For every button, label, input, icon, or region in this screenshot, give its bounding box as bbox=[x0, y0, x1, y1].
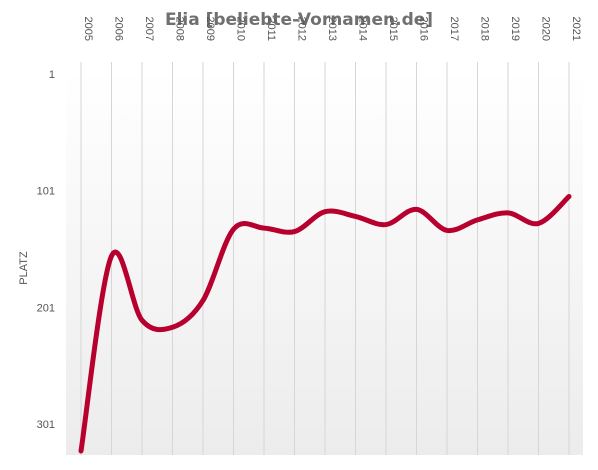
x-tick-label: 2016 bbox=[418, 17, 430, 41]
x-tick-label: 2006 bbox=[113, 17, 125, 41]
chart-title: Elia [beliebte-Vornamen.de] bbox=[165, 10, 433, 30]
y-axis-label: PLATZ bbox=[18, 251, 30, 285]
x-tick-label: 2020 bbox=[540, 17, 552, 41]
x-tick-label: 2013 bbox=[326, 17, 338, 41]
x-tick-label: 2021 bbox=[570, 17, 582, 41]
y-tick-label: 101 bbox=[37, 186, 55, 198]
x-tick-label: 2011 bbox=[265, 17, 277, 41]
x-tick-label: 2017 bbox=[448, 17, 460, 41]
x-tick-label: 2008 bbox=[174, 17, 186, 41]
x-tick-label: 2014 bbox=[357, 17, 369, 41]
y-tick-label: 1 bbox=[49, 69, 55, 81]
x-tick-label: 2009 bbox=[204, 17, 216, 41]
y-tick-labels: 1 101 201 301 bbox=[37, 69, 55, 431]
vertical-gridlines bbox=[80, 62, 570, 455]
x-tick-label: 2018 bbox=[479, 17, 491, 41]
x-tick-labels: 2005 2006 2007 2008 2009 2010 2011 2012 2013 2014… bbox=[82, 17, 582, 41]
x-tick-label: 2010 bbox=[235, 17, 247, 41]
series-layer bbox=[78, 194, 572, 454]
x-tick-label: 2019 bbox=[509, 17, 521, 41]
x-tick-label: 2012 bbox=[296, 17, 308, 41]
y-tick-label: 201 bbox=[37, 302, 55, 314]
y-tick-label: 301 bbox=[37, 419, 55, 431]
x-tick-label: 2015 bbox=[387, 17, 399, 41]
series-line bbox=[78, 194, 572, 454]
x-tick-label: 2005 bbox=[82, 17, 94, 41]
x-tick-label: 2007 bbox=[143, 17, 155, 41]
